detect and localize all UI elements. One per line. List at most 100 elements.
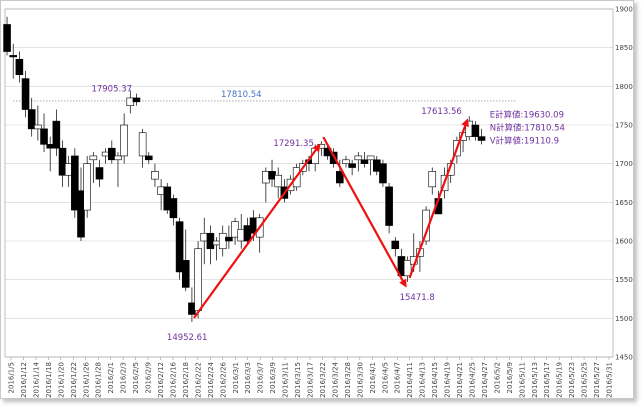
candle-down bbox=[385, 186, 393, 226]
candle-up bbox=[151, 171, 159, 180]
candle-down bbox=[181, 260, 190, 288]
x-tick-label: 2016/3/15 bbox=[294, 362, 302, 398]
x-tick-label: 2016/3/22 bbox=[319, 362, 327, 398]
candle-down bbox=[144, 155, 153, 161]
candle-up bbox=[366, 155, 375, 161]
candle-down bbox=[15, 58, 24, 76]
trend-arrow bbox=[408, 118, 469, 279]
candle-down bbox=[52, 120, 61, 149]
x-tick-label: 2016/3/17 bbox=[307, 362, 315, 398]
candle-down bbox=[391, 240, 400, 250]
x-tick-label: 2016/4/27 bbox=[481, 362, 489, 398]
candle-down bbox=[40, 128, 48, 145]
candle-up bbox=[428, 171, 437, 188]
candle-down bbox=[3, 24, 11, 52]
candle-up bbox=[342, 159, 350, 164]
x-tick-label: 2016/2/1 bbox=[107, 362, 115, 393]
x-tick-label: 2016/4/15 bbox=[431, 362, 439, 398]
candle-up bbox=[89, 155, 98, 161]
x-tick-label: 2016/4/7 bbox=[394, 362, 402, 393]
y-tick-label: 18500 bbox=[615, 44, 633, 52]
candle-up bbox=[138, 132, 147, 157]
annotation-label: E計算値:19630.09 bbox=[490, 109, 564, 120]
x-tick-label: 2016/4/5 bbox=[381, 362, 389, 393]
y-tick-label: 14500 bbox=[615, 354, 633, 362]
x-tick-label: 2016/3/30 bbox=[356, 362, 364, 398]
candle-down bbox=[71, 155, 79, 211]
x-tick-label: 2016/2/26 bbox=[219, 361, 227, 397]
x-tick-label: 2016/1/22 bbox=[70, 362, 78, 398]
candle-down bbox=[336, 171, 344, 184]
candle-down bbox=[225, 236, 233, 242]
x-tick-label: 2016/4/11 bbox=[406, 362, 414, 398]
x-tick-label: 2016/5/17 bbox=[543, 362, 551, 398]
chart-frame: 14500 15000 15500 16000 16500 17000 17500 18000… bbox=[0, 0, 634, 399]
x-tick-label: 2016/2/9 bbox=[145, 362, 153, 393]
x-tick-label: 2016/1/28 bbox=[95, 362, 103, 398]
x-tick-label: 2016/5/31 bbox=[606, 362, 614, 398]
x-tick-label: 2016/5/23 bbox=[568, 362, 576, 398]
x-tick-label: 2016/1/12 bbox=[20, 362, 28, 398]
candle-down bbox=[132, 97, 141, 103]
x-tick-label: 2016/3/3 bbox=[244, 362, 252, 393]
x-tick-label: 2016/1/14 bbox=[32, 361, 40, 397]
reference-line-label: 17810.54 bbox=[221, 90, 262, 100]
x-tick-label: 2016/2/24 bbox=[207, 361, 215, 397]
annotation-label: 17905.37 bbox=[91, 85, 132, 95]
candle-down bbox=[477, 136, 486, 141]
candle-up bbox=[194, 248, 202, 311]
x-tick-label: 2016/4/25 bbox=[468, 362, 476, 398]
x-tick-label: 2016/5/27 bbox=[593, 362, 601, 398]
x-tick-label: 2016/1/20 bbox=[57, 362, 65, 398]
x-tick-label: 2016/1/26 bbox=[82, 361, 90, 397]
candle-up bbox=[403, 260, 412, 277]
y-tick-label: 17500 bbox=[615, 122, 633, 130]
candle-down bbox=[58, 147, 67, 176]
candle-up bbox=[120, 124, 128, 157]
candle-up bbox=[34, 124, 42, 130]
y-tick-label: 15000 bbox=[615, 315, 633, 323]
candle-down bbox=[108, 147, 116, 161]
y-tick-label: 18000 bbox=[615, 83, 633, 91]
x-tick-label: 2016/2/12 bbox=[157, 362, 165, 398]
y-tick-label: 16500 bbox=[615, 199, 633, 207]
x-tick-label: 2016/2/5 bbox=[132, 362, 140, 393]
annotation-label: N計算値:17810.54 bbox=[490, 122, 565, 133]
x-tick-label: 2016/5/19 bbox=[556, 362, 564, 398]
x-tick-label: 2016/5/13 bbox=[531, 362, 539, 398]
candlestick-chart: 14500 15000 15500 16000 16500 17000 17500 18000… bbox=[3, 6, 633, 398]
x-tick-label: 2016/2/22 bbox=[194, 362, 202, 398]
candle-down bbox=[9, 55, 18, 58]
x-tick-label: 2016/4/21 bbox=[456, 362, 464, 398]
trend-arrow bbox=[322, 136, 407, 288]
x-tick-label: 2016/1/5 bbox=[8, 362, 16, 393]
candle-down bbox=[169, 198, 178, 219]
candle-down bbox=[471, 124, 480, 137]
x-tick-label: 2016/4/19 bbox=[444, 362, 452, 398]
x-tick-label: 2016/3/9 bbox=[269, 362, 277, 393]
plot-border bbox=[4, 8, 614, 358]
x-tick-label: 2016/5/2 bbox=[493, 362, 501, 393]
candle-down bbox=[360, 159, 369, 164]
candle-up bbox=[354, 155, 363, 161]
x-tick-label: 2016/3/7 bbox=[257, 362, 265, 393]
candle-down bbox=[348, 163, 356, 168]
x-tick-label: 2016/5/25 bbox=[581, 362, 589, 398]
y-tick-label: 15500 bbox=[615, 276, 633, 284]
annotation-label: 14952.61 bbox=[167, 333, 208, 343]
trend-arrow bbox=[193, 143, 321, 319]
annotation-label: 17613.56 bbox=[421, 107, 462, 117]
annotation-label: 15471.8 bbox=[400, 293, 435, 303]
x-tick-label: 2016/4/1 bbox=[369, 362, 377, 393]
candle-down bbox=[27, 109, 36, 130]
annotation-label: 17291.35 bbox=[273, 139, 314, 149]
candle-down bbox=[21, 78, 30, 110]
candle-down bbox=[379, 163, 387, 184]
x-tick-label: 2016/3/11 bbox=[282, 362, 290, 398]
x-tick-label: 2016/4/13 bbox=[419, 362, 427, 398]
x-tick-label: 2016/5/11 bbox=[518, 362, 526, 398]
candle-down bbox=[175, 221, 184, 273]
x-tick-label: 2016/2/18 bbox=[182, 362, 190, 398]
candle-up bbox=[274, 174, 282, 188]
x-tick-label: 2016/2/3 bbox=[120, 362, 128, 393]
